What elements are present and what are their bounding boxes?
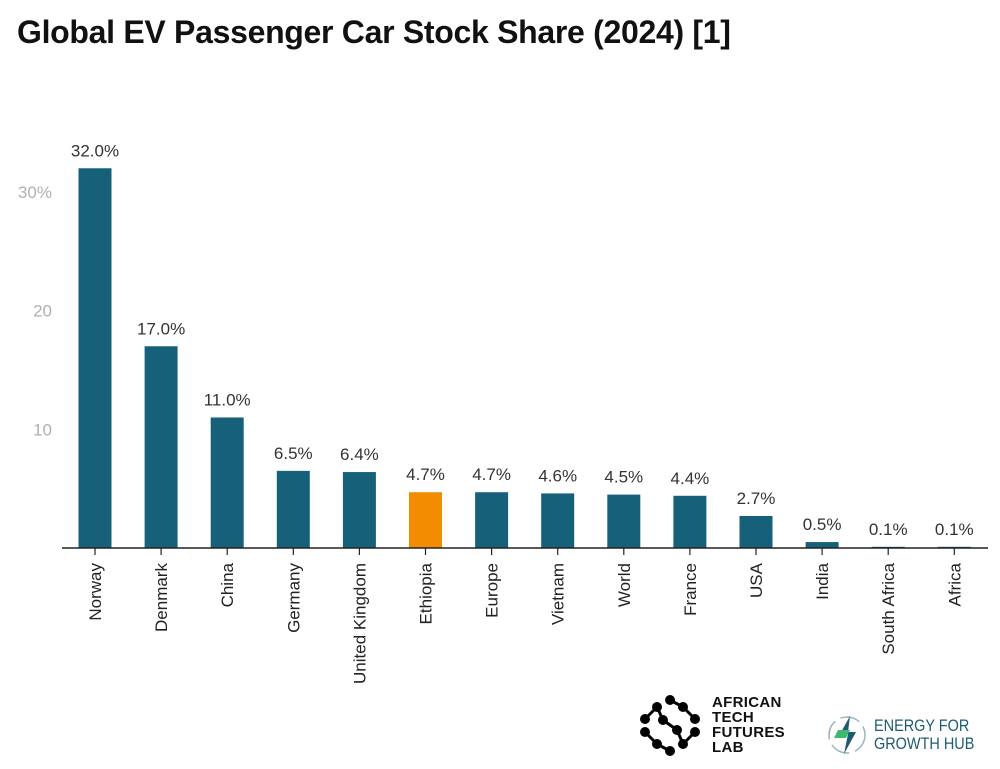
data-label: 0.1%	[869, 520, 908, 539]
data-labels: 32.0% 17.0% 11.0% 6.5% 6.4% 4.7% 4.7% 4.6% 4.5% 4…	[71, 141, 974, 539]
atfl-line-1: AFRICAN	[712, 694, 782, 711]
bar-world	[607, 494, 641, 548]
x-tick-label: China	[218, 562, 237, 607]
data-label: 17.0%	[137, 319, 185, 338]
x-tick-label: Germany	[284, 563, 303, 633]
x-axis-labels: Norway Denmark China Germany United Kingdom E…	[86, 562, 964, 684]
atfl-line-4: LAB	[712, 739, 744, 756]
bars	[78, 168, 971, 548]
atfl-line-3: FUTURES	[712, 724, 785, 741]
x-tick-label: India	[813, 562, 832, 599]
atfl-line-2: TECH	[712, 709, 755, 726]
data-label: 4.6%	[538, 466, 577, 485]
x-tick-label: Norway	[86, 563, 105, 621]
data-label: 4.7%	[472, 465, 511, 484]
bar-usa	[739, 515, 773, 548]
bar-norway	[78, 168, 112, 548]
data-label: 4.5%	[604, 468, 643, 487]
x-tick-label: Vietnam	[549, 563, 568, 625]
x-tick-label: France	[681, 563, 700, 616]
bar-germany	[276, 470, 310, 548]
y-tick-label: 20	[33, 302, 52, 321]
data-label: 6.4%	[340, 445, 379, 464]
y-axis-ticks: 10 20 30%	[18, 183, 52, 439]
bar-europe	[475, 492, 509, 548]
x-tick-label: World	[615, 563, 634, 607]
x-tick-label: Europe	[483, 563, 502, 618]
data-label: 32.0%	[71, 141, 119, 160]
x-tick-label: Ethiopia	[417, 562, 436, 624]
x-tick-label: United Kingdom	[350, 563, 369, 684]
data-label: 11.0%	[204, 390, 251, 409]
y-tick-label: 30%	[18, 183, 52, 202]
bar-france	[673, 495, 707, 548]
efgh-bolt-icon	[828, 716, 866, 754]
efgh-line-2: GROWTH HUB	[874, 734, 975, 753]
x-tick-label: South Africa	[879, 562, 898, 654]
x-tick-label: USA	[747, 562, 766, 598]
y-tick-label: 10	[33, 420, 52, 439]
bar-chart: 10 20 30% 32.0% 17.0% 11.0% 6.5% 6.4% 4.7% 4.7% 4…	[18, 141, 988, 684]
chart-title: Global EV Passenger Car Stock Share (202…	[17, 14, 731, 50]
x-tick-label: Africa	[945, 562, 964, 606]
atfl-molecule-icon	[640, 695, 700, 756]
data-label: 4.4%	[671, 469, 710, 488]
bar-china	[210, 417, 244, 548]
bar-india	[805, 542, 839, 548]
data-label: 4.7%	[406, 465, 445, 484]
data-label: 2.7%	[737, 489, 776, 508]
bar-ethiopia	[409, 492, 442, 548]
african-tech-futures-lab-logo: AFRICAN TECH FUTURES LAB	[636, 692, 785, 758]
bar-united-kingdom	[342, 472, 376, 548]
data-label: 0.5%	[803, 515, 842, 534]
efgh-line-1: ENERGY FOR	[874, 716, 970, 735]
bar-denmark	[144, 346, 178, 548]
energy-for-growth-hub-logo: ENERGY FOR GROWTH HUB	[826, 712, 992, 758]
data-label: 6.5%	[274, 444, 313, 463]
x-tick-label: Denmark	[152, 563, 171, 632]
data-label: 0.1%	[935, 520, 974, 539]
bar-vietnam	[541, 493, 575, 548]
x-axis-ticks	[94, 548, 955, 555]
